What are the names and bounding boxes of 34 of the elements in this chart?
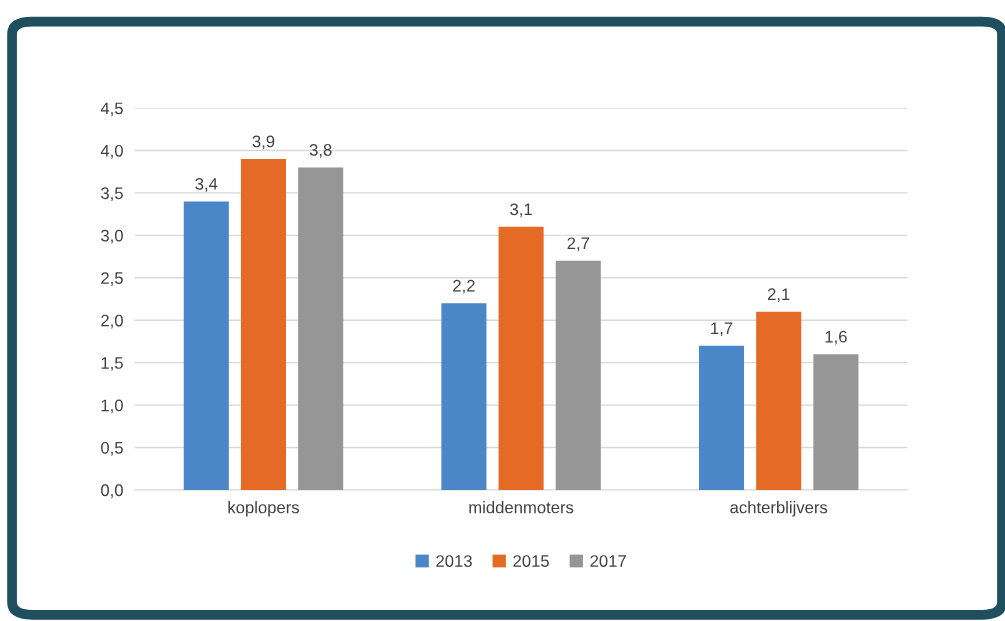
y-tick-label: 2,0 [101,314,123,329]
data-label: 2,7 [567,237,590,252]
data-label: 3,8 [309,144,332,158]
y-tick-label: 1,0 [101,399,123,414]
y-tick-label: 1,5 [101,357,123,371]
y-tick-label: 2,5 [101,272,123,286]
data-label: 3,1 [510,203,532,218]
legend-label: 2013 [436,555,472,567]
data-label: 1,6 [825,330,847,345]
data-label: 3,4 [195,177,218,192]
y-tick-label: 0,0 [101,484,123,499]
y-tick-label: 4,5 [100,102,123,117]
y-tick-label: 0,5 [101,441,123,456]
legend-label: 2017 [590,555,626,567]
bar [756,311,802,490]
y-tick-label: 3,0 [101,229,123,244]
data-label: 3,9 [252,135,275,150]
x-tick-label: koplopers [228,501,300,517]
y-tick-label: 4,0 [100,144,123,159]
data-label: 1,7 [711,322,733,337]
bar [240,158,287,490]
bar [441,303,487,490]
bar [183,201,229,490]
bar [298,167,344,490]
bar [698,345,745,490]
data-label: 2,2 [453,279,475,294]
bar [813,354,859,490]
bar [498,226,544,490]
x-tick-label: achterblijvers [730,501,828,517]
x-tick-label: middenmoters [469,501,574,514]
y-tick-label: 3,5 [101,187,123,202]
legend-label: 2015 [513,555,549,567]
bar [555,260,601,490]
data-label: 2,1 [767,288,790,303]
